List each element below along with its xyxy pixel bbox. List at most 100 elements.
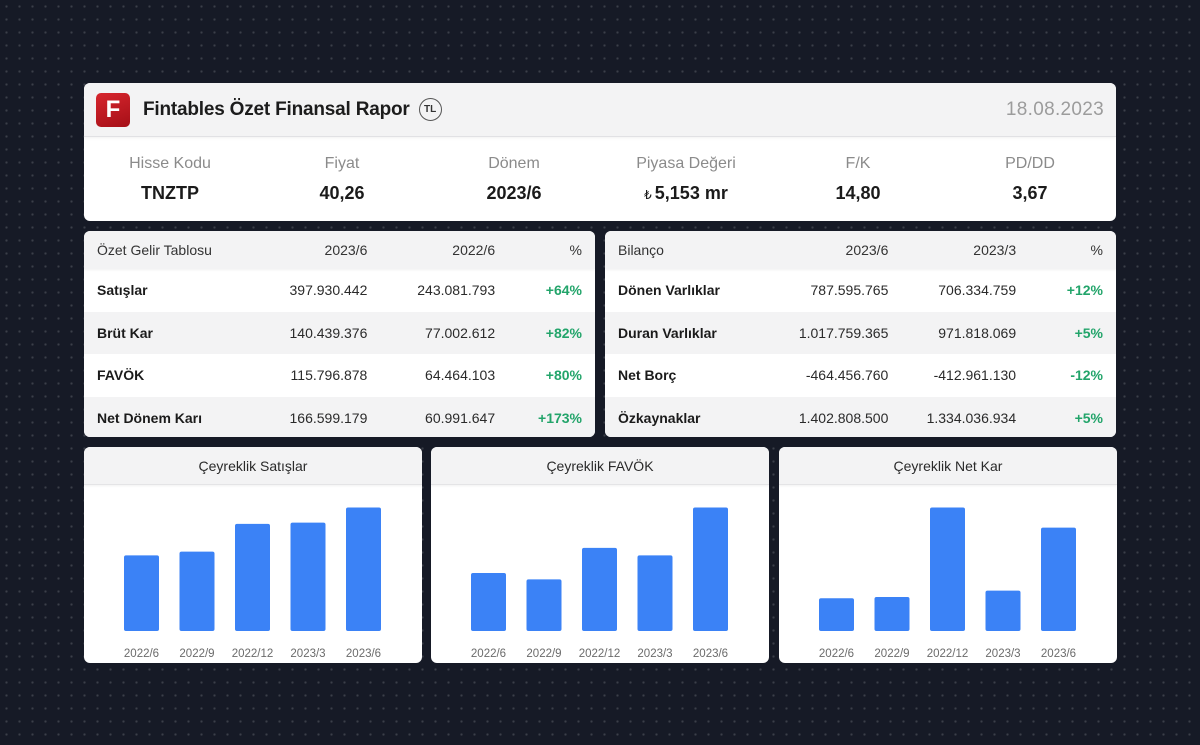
row-label: Satışlar [97,282,148,299]
chart-bar[interactable] [235,523,270,631]
cell-previous: 971.818.069 [938,324,1017,341]
x-tick-label: 2023/6 [693,648,728,660]
summary-header-card: F Fintables Özet Finansal Rapor TL 18.08… [84,83,1116,221]
x-tick-label: 2023/3 [290,648,325,660]
cell-change: +12% [1066,282,1103,299]
x-tick-label: 2022/6 [124,648,159,660]
cell-change: +64% [545,282,582,299]
cell-current: 115.796.878 [290,367,368,384]
row-label: Özkaynaklar [618,409,701,426]
cell-current: -464.456.760 [805,367,889,384]
quarterly-net-profit-chart: 2022/6 2022/9 2022/12 2023/3 2023/6 [819,507,1076,660]
metric-label: F/K [845,154,871,172]
cell-change: +173% [538,409,582,426]
table-row: Dönen Varlıklar 787.595.765 706.334.759 … [605,269,1116,312]
row-label: Duran Varlıklar [618,324,717,341]
chart-bar[interactable] [290,522,326,631]
quarterly-sales-chart: 2022/6 2022/9 2022/12 2023/3 2023/6 [124,507,381,660]
cell-previous: 1.334.036.934 [926,409,1017,426]
chart-title: Çeyreklik FAVÖK [431,447,769,485]
chart-bar[interactable] [693,507,728,631]
table-row: Duran Varlıklar 1.017.759.365 971.818.06… [605,311,1116,354]
column-header: % [1090,242,1103,258]
chart-bar[interactable] [985,590,1021,631]
cell-change: +80% [545,367,582,384]
header-bar: F Fintables Özet Finansal Rapor TL 18.08… [84,83,1116,137]
metric-value: TNZTP [141,182,199,203]
cell-change: +5% [1074,324,1103,341]
chart-title: Çeyreklik Net Kar [779,447,1117,485]
cell-previous: 243.081.793 [417,282,496,299]
cell-current: 1.402.808.500 [798,409,889,426]
row-label: Net Dönem Karı [97,409,203,426]
metric-label: PD/DD [1005,154,1055,172]
metric-value: 40,26 [319,182,365,203]
cell-previous: 77.002.612 [425,324,496,341]
metric-label: Hisse Kodu [129,154,211,172]
table-header-row: Bilanço 2023/6 2023/3 % [605,231,1116,269]
cell-change: +5% [1074,409,1103,426]
lira-icon: ₺ [644,187,652,202]
row-label: FAVÖK [97,367,145,384]
x-tick-label: 2022/6 [471,648,506,660]
metric-value: 14,80 [835,182,881,203]
cell-change: -12% [1070,367,1103,384]
x-tick-label: 2022/9 [526,648,561,660]
cell-current: 140.439.376 [289,324,368,341]
metric-label: Fiyat [324,154,360,172]
market-cap-value: 5,153 mr [654,182,728,203]
x-tick-label: 2022/9 [874,648,909,660]
table-header-row: Özet Gelir Tablosu 2023/6 2022/6 % [84,231,595,269]
cell-change: +82% [545,324,582,341]
metric-pb: PD/DD 3,67 [944,155,1116,204]
cell-current: 166.599.179 [289,409,368,426]
metric-value: 3,67 [1012,182,1048,203]
chart-bar[interactable] [930,507,965,631]
row-label: Net Borç [618,367,677,384]
chart-bar[interactable] [582,547,617,631]
x-tick-label: 2022/9 [179,648,214,660]
chart-bar[interactable] [471,573,506,631]
chart-bar[interactable] [1041,527,1076,631]
fintables-logo[interactable]: F [96,92,130,127]
table-row: Brüt Kar 140.439.376 77.002.612 +82% [84,311,595,354]
table-row: Net Borç -464.456.760 -412.961.130 -12% [605,354,1116,397]
quarterly-sales-chart-card: Çeyreklik Satışlar 2022/6 2022/9 2022/12 20… [84,447,422,663]
metric-price: Fiyat 40,26 [256,155,428,204]
chart-bar[interactable] [346,507,381,631]
x-tick-label: 2023/3 [985,648,1020,660]
row-label: Dönen Varlıklar [618,282,720,299]
chart-bar[interactable] [124,555,159,631]
quarterly-net-profit-chart-card: Çeyreklik Net Kar 2022/6 2022/9 2022/12 202… [779,447,1117,663]
row-label: Brüt Kar [97,324,154,341]
quarterly-ebitda-chart: 2022/6 2022/9 2022/12 2023/3 2023/6 [471,507,728,660]
report-title: Fintables Özet Finansal Rapor [143,98,410,120]
chart-bar[interactable] [637,555,673,631]
cell-current: 397.930.442 [289,282,368,299]
cell-previous: 60.991.647 [425,409,496,426]
chart-bar[interactable] [526,579,562,631]
table-row: Özkaynaklar 1.402.808.500 1.334.036.934 … [605,396,1116,437]
x-tick-label: 2023/6 [1041,648,1076,660]
column-header: 2022/6 [452,242,496,258]
x-tick-label: 2023/3 [637,648,672,660]
key-metrics: Hisse Kodu TNZTP Fiyat 40,26 Dönem 2023/… [84,137,1116,221]
column-header: 2023/3 [973,242,1017,258]
chart-bar[interactable] [874,596,910,631]
column-header: 2023/6 [845,242,889,258]
column-header: Özet Gelir Tablosu [97,242,212,258]
metric-value: ₺ 5,153 mr [600,183,772,204]
x-tick-label: 2022/12 [232,648,274,660]
metric-value: 2023/6 [486,182,542,203]
chart-bar[interactable] [179,551,215,631]
chart-title: Çeyreklik Satışlar [84,447,422,485]
metric-ticker: Hisse Kodu TNZTP [84,155,256,204]
balance-sheet-table: Bilanço 2023/6 2023/3 % Dönen Varlıklar … [605,231,1116,437]
cell-previous: 64.464.103 [425,367,496,384]
table-row: FAVÖK 115.796.878 64.464.103 +80% [84,354,595,397]
income-statement-card: Özet Gelir Tablosu 2023/6 2022/6 % Satış… [84,231,595,437]
balance-sheet-card: Bilanço 2023/6 2023/3 % Dönen Varlıklar … [605,231,1116,437]
chart-bar[interactable] [819,598,854,631]
column-header: Bilanço [618,242,664,258]
table-row: Satışlar 397.930.442 243.081.793 +64% [84,269,595,312]
